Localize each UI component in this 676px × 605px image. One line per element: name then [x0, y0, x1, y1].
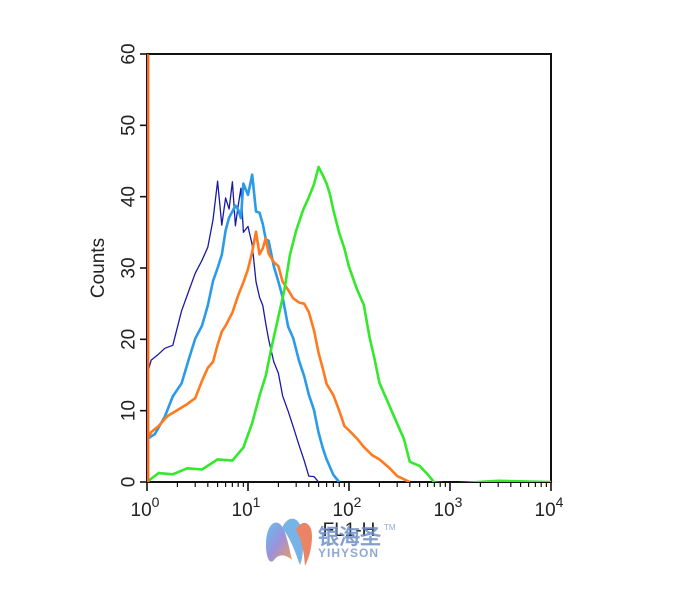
watermark-tm: TM: [384, 523, 396, 532]
series-line-2: [147, 173, 341, 482]
yihyson-logo-icon: [266, 518, 312, 566]
x-tick-label: 101: [232, 494, 261, 521]
y-axis-label: Counts: [88, 238, 109, 298]
y-tick-label: 0: [119, 477, 140, 488]
x-tick-label: 100: [131, 494, 160, 521]
y-tick-label: 60: [119, 43, 140, 64]
y-tick-label: 10: [119, 400, 140, 421]
y-tick-label: 40: [119, 186, 140, 207]
x-minor-ticks: [176, 482, 547, 487]
x-axis-label: FL1-H: [323, 520, 376, 541]
y-tick-labels: 0 10 20 30 40 50 60: [119, 43, 140, 487]
watermark-chinese-text: 银海圣: [318, 525, 382, 549]
x-tick-label: 103: [434, 494, 463, 521]
y-tick-label: 30: [119, 257, 140, 278]
series-line-5: [147, 54, 150, 482]
y-tick-label: 50: [119, 115, 140, 136]
x-tick-labels: 100 101 102 103 104: [131, 494, 564, 521]
watermark-english-text: YIHYSON: [318, 546, 379, 560]
watermark-logo: 银海圣 TM YIHYSON: [266, 518, 396, 566]
y-tick-label: 20: [119, 329, 140, 350]
x-tick-label: 104: [535, 494, 564, 521]
major-ticks: [140, 53, 552, 491]
x-tick-label: 102: [333, 494, 362, 521]
series-line-4: [147, 165, 551, 482]
series-line-3: [147, 230, 411, 482]
series-line-1: [147, 180, 320, 482]
series-layer: [147, 54, 551, 482]
